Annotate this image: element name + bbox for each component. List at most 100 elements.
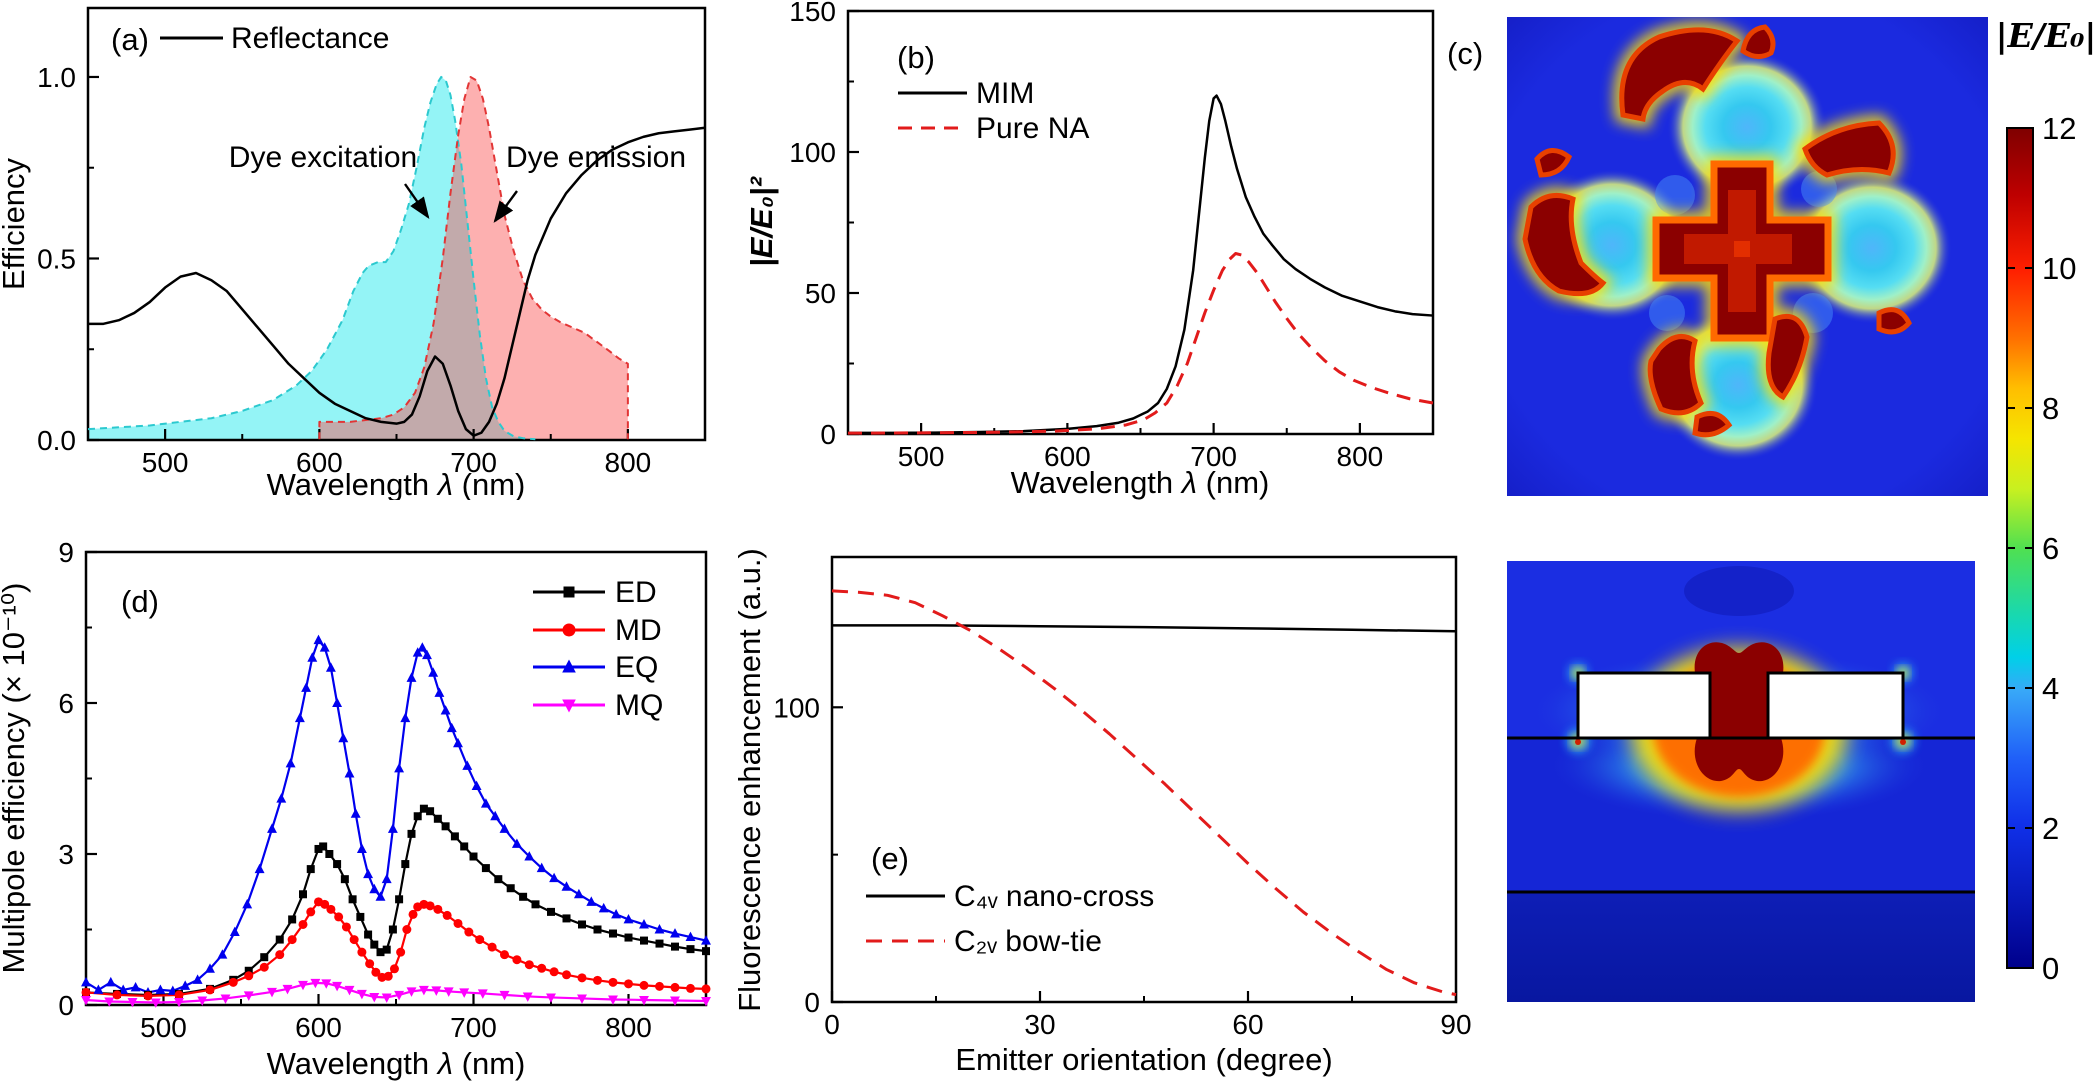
eq-marker [325,662,336,672]
mim-line [848,94,1434,435]
ed-marker [376,948,385,957]
md-marker [334,912,344,922]
eq-marker [332,697,343,707]
x-axis-label: Emitter orientation (degree) [955,1042,1332,1077]
eq-marker [586,896,597,906]
colorbar-tick-label: 0 [2042,951,2059,986]
eq-marker [356,843,367,853]
eq-marker [254,863,265,874]
md-marker [512,955,522,965]
x-axis-label-part: Emitter orientation (degree) [955,1042,1332,1077]
eq-marker [573,888,584,899]
ed-marker [340,875,349,884]
eq-marker [406,672,417,682]
dye-emission-area [319,76,628,440]
md-marker [475,935,485,945]
x-tick-label: 60 [1232,1009,1263,1040]
fieldmap-cross-section [1507,561,1975,1002]
y-axis-label: Efficiency [0,157,31,290]
md-marker [371,967,381,977]
legend-marker [562,623,576,637]
eq-marker [639,919,649,929]
eq-marker [242,898,253,909]
chart-a-reflectance-dye-spectra: 500 600 700 800 0.0 0.5 1.0 (a) Reflectance Dye e… [0,6,707,502]
md-marker [453,918,463,928]
md-marker [408,909,418,919]
eq-marker [369,883,380,894]
md-marker [275,950,285,960]
ed-marker [413,812,422,821]
ed-marker [260,953,269,962]
y-axis-label: Fluorescence enhancement (a.u.) [732,548,767,1012]
eq-marker [105,976,116,987]
ed-marker [481,864,490,873]
y-axis-label: |E/E₀|² [744,176,779,267]
x-tick-label: 800 [605,447,652,478]
y-tick-label: 50 [805,278,836,309]
chart-e-fluorescence-vs-orientation: 0 30 60 90 0 100 (e) C₄ᵥ nano-cross C₂ᵥ bow-tie E… [732,548,1472,1077]
md-marker [383,971,393,981]
ed-marker [388,925,397,934]
panel-a: 500 600 700 800 0.0 0.5 1.0 (a) Reflectance Dye e… [0,0,720,502]
ed-marker [433,814,442,823]
md-marker [655,981,664,991]
md-marker [357,947,367,957]
x-axis-label-part: Wavelength [267,1046,438,1081]
annotation-arrow [493,190,518,223]
eq-marker [598,902,609,913]
mq-marker [394,990,405,1001]
ed-marker [314,844,323,853]
mq-marker [431,986,442,996]
mq-marker [197,996,208,1006]
ed-marker [640,936,648,945]
panel-label-a: (a) [111,22,149,57]
md-marker [396,947,406,957]
colorbar: 12 10 8 6 4 2 0 [1992,110,2100,990]
mq-marker [344,985,355,996]
colorbar-svg: 12 10 8 6 4 2 0 [2006,111,2076,986]
md-marker [174,990,184,1000]
panel-label-e: (e) [871,841,909,876]
ed-marker [609,929,617,938]
ed-marker [299,890,307,899]
y-tick-label: 150 [789,0,836,27]
y-tick-label: 0 [804,987,820,1018]
ed-marker [686,945,695,954]
legend-label: MIM [976,77,1034,110]
colorbar-tick-label: 10 [2042,251,2076,286]
eq-marker [670,928,680,938]
eq-marker [490,810,501,821]
colorbar-tick-label: 12 [2042,111,2076,146]
mq-marker [639,995,649,1006]
panel-c-label: (c) [1447,36,1484,71]
eq-marker [701,935,711,945]
ed-marker [401,860,410,869]
ed-marker [395,895,404,904]
legend-label: MQ [615,689,663,722]
eq-marker [499,823,510,833]
eq-marker [428,667,439,677]
md-marker [402,925,412,934]
ed-marker [319,842,328,851]
colorbar-tick-label: 2 [2042,811,2059,846]
ed-marker [348,895,357,904]
ed-marker [325,850,334,858]
eq-marker [313,634,324,645]
md-marker [487,942,497,952]
mq-marker [459,988,470,998]
x-axis-label-part: Wavelength [267,467,438,500]
y-tick-label: 0.5 [37,243,76,274]
colorbar-ticks: 12 10 8 6 4 2 0 [2007,111,2076,986]
md-marker [389,964,399,974]
md-marker [686,983,695,993]
mq-marker [310,978,321,989]
eq-marker [611,908,622,919]
mq-marker [418,985,429,996]
md-marker [624,979,633,989]
legend-label: ED [615,576,657,609]
mq-marker [356,989,367,1000]
eq-line [85,638,707,994]
md-marker [701,984,711,994]
panel-c-bottom-fieldmap [1507,561,1975,1002]
ed-marker [547,907,555,916]
